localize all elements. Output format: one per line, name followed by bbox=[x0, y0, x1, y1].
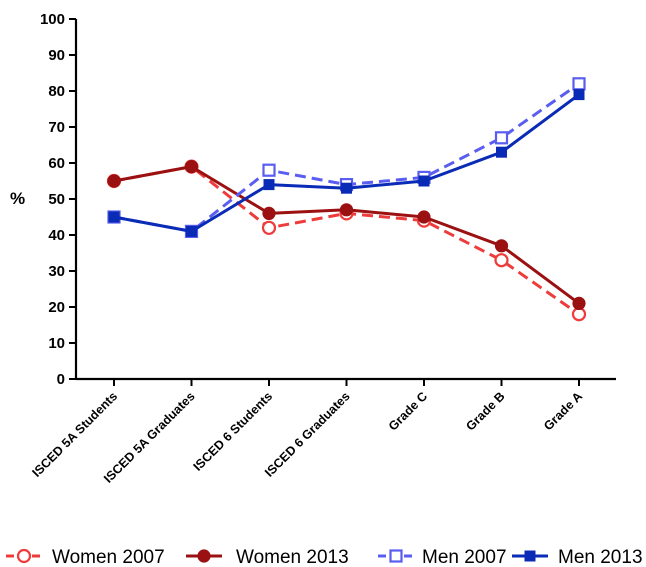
y-tick-label: 90 bbox=[48, 47, 65, 64]
data-point-women-2013 bbox=[184, 160, 199, 174]
data-point-women-2007 bbox=[261, 220, 277, 235]
data-point-men-2013 bbox=[186, 225, 197, 237]
x-tick-label: ISCED 6 Graduates bbox=[262, 389, 352, 479]
data-point-women-2013 bbox=[572, 296, 586, 310]
legend-marker-men-2007 bbox=[389, 549, 403, 563]
legend-label-men-2007: Men 2007 bbox=[422, 547, 507, 567]
legend: Women 2007 Women 2013 Men 2007 Men 2013 bbox=[6, 547, 643, 567]
legend-label-men-2013: Men 2013 bbox=[558, 547, 643, 567]
data-point-women-2013 bbox=[417, 210, 431, 224]
y-tick-label: 0 bbox=[57, 371, 65, 388]
data-point-men-2007 bbox=[572, 77, 586, 91]
legend-marker-women-2007 bbox=[16, 548, 32, 564]
y-tick-label: 10 bbox=[48, 335, 65, 352]
legend-marker-men-2013 bbox=[524, 550, 536, 562]
x-tick-label: ISCED 5A Graduates bbox=[101, 389, 198, 486]
data-point-men-2007 bbox=[494, 131, 509, 145]
data-point-men-2007 bbox=[262, 163, 276, 177]
y-axis-title: % bbox=[10, 189, 25, 208]
legend-item-men-2007: Men 2007 bbox=[378, 547, 507, 567]
legend-item-women-2013: Women 2013 bbox=[186, 547, 349, 567]
legend-item-women-2007: Women 2007 bbox=[6, 547, 165, 567]
x-tick-label: ISCED 6 Students bbox=[191, 389, 276, 474]
data-point-women-2013 bbox=[107, 174, 121, 188]
axes bbox=[74, 19, 616, 381]
y-tick-label: 30 bbox=[48, 263, 65, 280]
data-point-women-2013 bbox=[262, 206, 276, 220]
series-women-2013 bbox=[107, 160, 586, 310]
y-tick-label: 60 bbox=[48, 155, 65, 172]
legend-label-women-2007: Women 2007 bbox=[52, 547, 165, 567]
data-point-women-2007 bbox=[494, 253, 509, 268]
data-point-men-2013 bbox=[341, 182, 352, 194]
data-point-men-2013 bbox=[108, 211, 120, 223]
y-tick-label: 70 bbox=[48, 119, 65, 136]
y-tick-label: 40 bbox=[48, 227, 65, 244]
series-layer bbox=[106, 77, 587, 322]
x-tick-label: Grade B bbox=[463, 389, 507, 433]
data-point-men-2013 bbox=[418, 175, 430, 187]
x-tick-label: Grade A bbox=[541, 389, 585, 433]
x-tick-label: ISCED 5A Students bbox=[30, 389, 121, 480]
legend-marker-women-2013 bbox=[197, 549, 211, 563]
y-tick-label: 100 bbox=[40, 11, 65, 28]
data-point-women-2013 bbox=[494, 239, 509, 253]
data-point-men-2013 bbox=[263, 179, 275, 191]
y-axis-ticks: 0 10 20 30 40 50 60 70 80 90 100 bbox=[40, 11, 76, 388]
legend-item-men-2013: Men 2013 bbox=[512, 547, 643, 567]
y-tick-label: 80 bbox=[48, 83, 65, 100]
y-tick-label: 20 bbox=[48, 299, 65, 316]
legend-label-women-2013: Women 2013 bbox=[236, 547, 349, 567]
y-tick-label: 50 bbox=[48, 191, 65, 208]
data-point-women-2007 bbox=[571, 307, 587, 322]
x-tick-label: Grade C bbox=[386, 389, 430, 433]
data-point-men-2013 bbox=[573, 89, 585, 101]
data-point-men-2013 bbox=[496, 146, 507, 158]
series-men-2013 bbox=[108, 89, 585, 237]
data-point-women-2013 bbox=[339, 203, 354, 217]
